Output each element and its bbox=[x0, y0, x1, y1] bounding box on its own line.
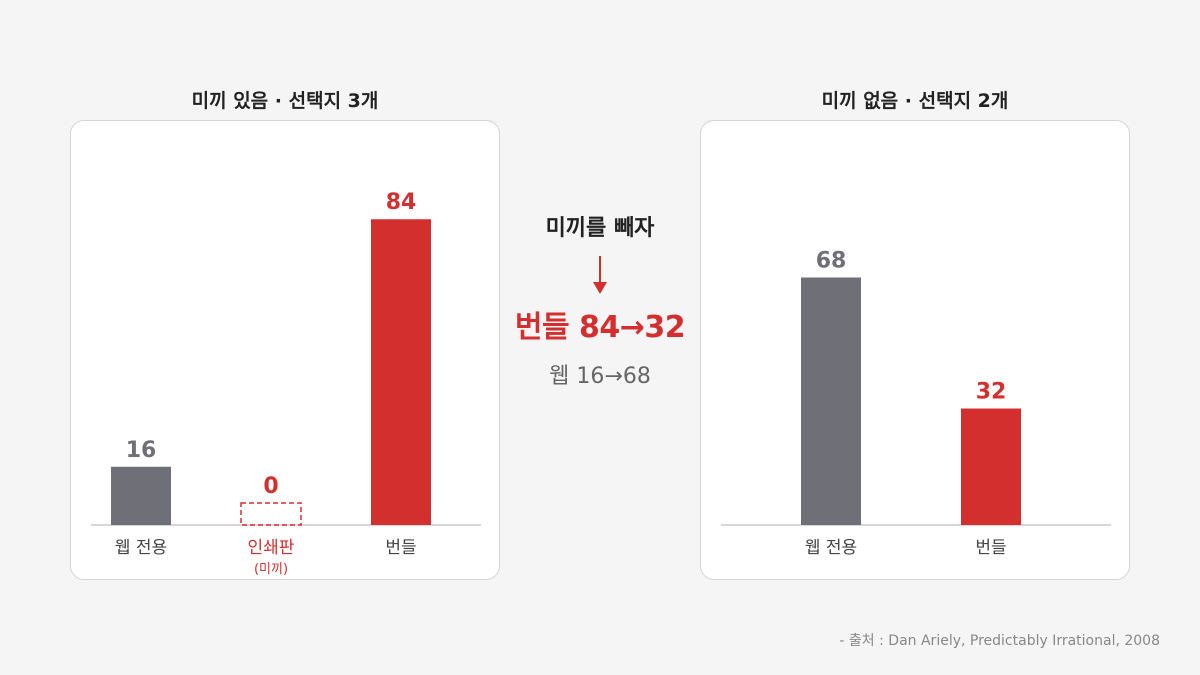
left-chart-title: 미끼 있음 · 선택지 3개 bbox=[191, 90, 379, 112]
data-label: 32 bbox=[976, 380, 1007, 405]
data-label: 84 bbox=[386, 190, 417, 215]
category-note: (미끼) bbox=[254, 562, 288, 577]
bar-placeholder bbox=[240, 502, 302, 526]
category-label: 인쇄판 bbox=[248, 538, 295, 558]
summary-heading: 미끼를 빼자 bbox=[545, 216, 655, 241]
arrow-down-icon bbox=[593, 256, 607, 294]
category-label: 웹 전용 bbox=[805, 538, 857, 558]
category-label: 웹 전용 bbox=[115, 538, 167, 558]
bar bbox=[801, 277, 861, 525]
data-label: 68 bbox=[816, 248, 847, 273]
comparison-summary: 미끼를 빼자 번들 84→32 웹 16→68 bbox=[500, 200, 700, 390]
bar bbox=[111, 466, 171, 525]
summary-web-change: 웹 16→68 bbox=[549, 364, 651, 389]
category-label: 번들 bbox=[975, 538, 1006, 558]
category-label: 번들 bbox=[385, 538, 416, 558]
data-label: 16 bbox=[126, 438, 157, 463]
summary-bundle-change: 번들 84→32 bbox=[514, 310, 686, 345]
right-chart-title: 미끼 없음 · 선택지 2개 bbox=[821, 90, 1009, 112]
bar bbox=[961, 408, 1021, 525]
source-citation: - 출처 : Dan Ariely, Predictably Irrationa… bbox=[839, 633, 1160, 649]
right-bar-chart: 68 웹 전용 32 번들 bbox=[721, 248, 1111, 558]
right-chart-panel: 68 웹 전용 32 번들 bbox=[700, 120, 1130, 580]
bar bbox=[371, 219, 431, 525]
data-label: 0 bbox=[263, 474, 278, 499]
left-chart-panel: 16 웹 전용 0 인쇄판 (미끼) 84 번들 bbox=[70, 120, 500, 580]
left-bar-chart: 16 웹 전용 0 인쇄판 (미끼) 84 번들 bbox=[91, 190, 481, 577]
